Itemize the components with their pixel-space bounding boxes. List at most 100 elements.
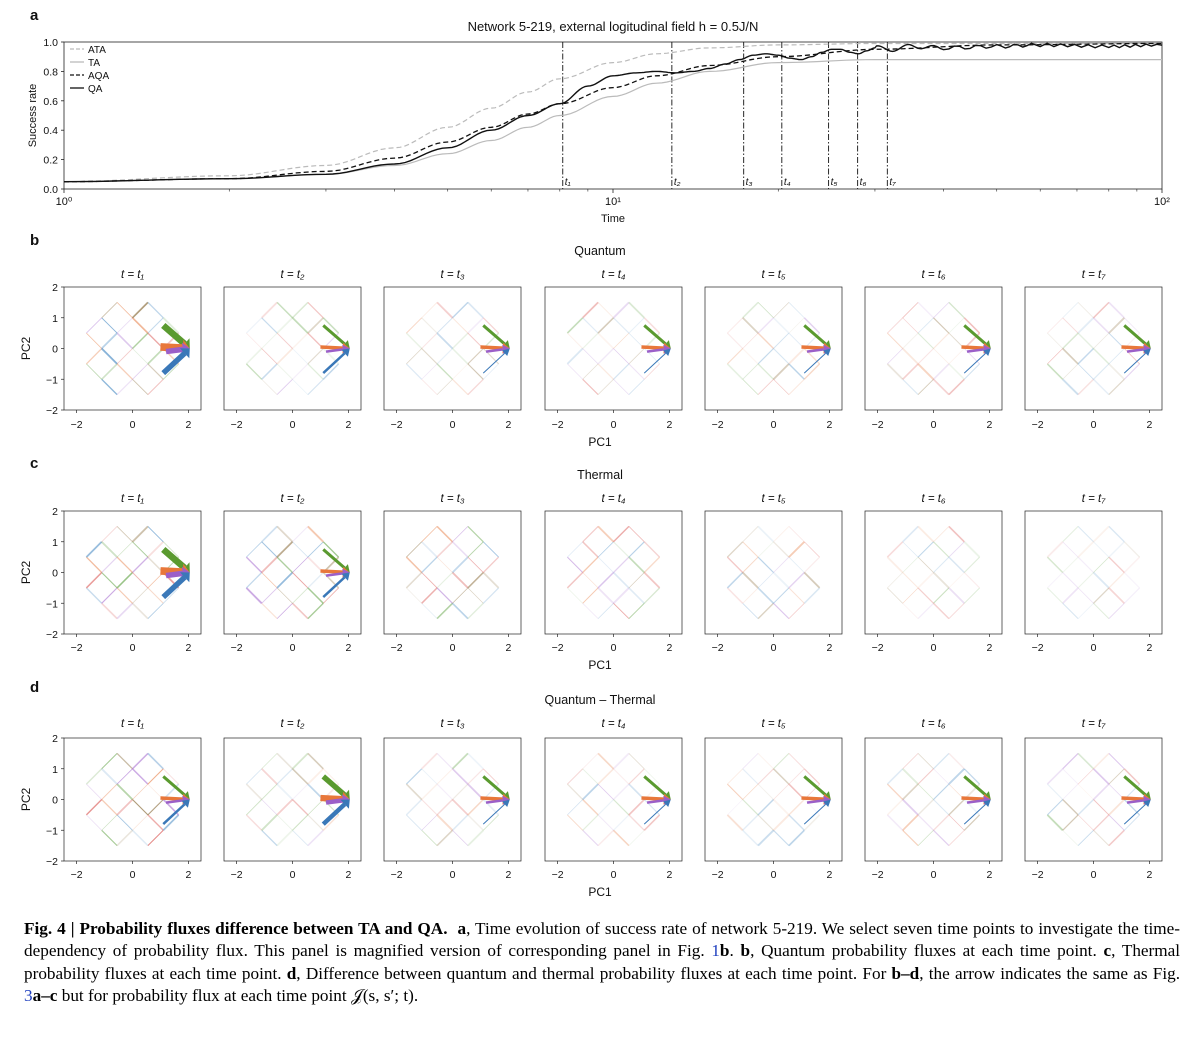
flux-edge	[1093, 799, 1110, 816]
caption-ref-3[interactable]: 3	[24, 986, 33, 1006]
flux-edge	[101, 799, 118, 816]
flux-edge	[917, 602, 934, 620]
flux-edge	[132, 363, 149, 380]
flux-edge	[597, 799, 614, 816]
flux-edge	[292, 572, 309, 589]
series-line-qa	[63, 42, 1163, 183]
flux-edge	[788, 378, 805, 395]
flux-edge	[887, 587, 903, 604]
time-marker-label: t₄	[784, 177, 791, 188]
flux-subplot-b-5: t = t₅ −2 0 2	[704, 269, 843, 431]
subplot-xtick-label: 2	[826, 419, 832, 431]
flux-edge	[788, 814, 805, 831]
flux-arrow	[480, 796, 503, 801]
flux-edge	[757, 783, 774, 800]
flux-edge	[902, 332, 919, 349]
subplot-title: t = t₅	[761, 718, 785, 730]
flux-edge	[788, 556, 805, 573]
flux-edge	[582, 378, 599, 396]
flux-edge	[1108, 587, 1125, 604]
flux-edge	[421, 302, 438, 319]
flux-edge	[322, 768, 339, 785]
figure-caption: Fig. 4 | Probability fluxes difference b…	[24, 919, 1181, 1006]
flux-edge	[467, 602, 484, 620]
flux-edge	[436, 752, 453, 770]
flux-edge	[566, 317, 584, 334]
flux-edge	[307, 541, 324, 558]
flux-edge	[451, 768, 469, 785]
flux-edge	[628, 602, 645, 619]
subplot-xtick-label: 2	[505, 419, 511, 431]
flux-edge	[452, 587, 469, 604]
flux-edge	[582, 348, 599, 365]
flux-edge	[101, 302, 118, 319]
caption-ref-1[interactable]: 1	[711, 941, 720, 961]
flux-edge	[726, 363, 744, 380]
flux-edge	[307, 752, 324, 770]
flux-edge	[421, 348, 438, 365]
flux-edge	[246, 332, 262, 349]
subplot-title: t = t₅	[761, 493, 785, 505]
panel-a-ytick-label: 0.2	[43, 155, 58, 167]
subplot-xtick-label: −2	[1032, 419, 1044, 431]
flux-edge	[887, 572, 903, 589]
flux-edge	[1062, 587, 1079, 604]
panel-a-ytick-label: 0.4	[43, 125, 58, 137]
legend-label-ta: TA	[88, 58, 100, 69]
flux-arrow	[482, 803, 506, 825]
flux-edge	[261, 541, 278, 558]
flux-edge	[307, 587, 324, 604]
panel-a-frame	[63, 41, 1163, 190]
flux-edge	[147, 363, 164, 380]
flux-edge	[421, 541, 438, 558]
flux-edge	[628, 587, 645, 604]
flux-edge	[742, 783, 759, 800]
caption-d-text: Difference between quantum and thermal p…	[305, 963, 892, 983]
flux-edge	[803, 814, 821, 831]
flux-edge	[597, 556, 614, 573]
flux-edge	[1123, 814, 1140, 831]
flux-edge	[406, 541, 422, 558]
flux-edge	[917, 753, 934, 770]
subplot-title: t = t₇	[1082, 718, 1106, 730]
flux-edge	[85, 556, 103, 573]
flux-edge	[467, 363, 484, 380]
subplot-xtick-label: 0	[450, 869, 456, 881]
flux-edge	[788, 347, 805, 365]
flux-edge	[482, 541, 499, 558]
flux-edge	[162, 768, 179, 785]
flux-edge	[567, 363, 583, 380]
flux-edge	[726, 541, 744, 558]
flux-arrow	[325, 798, 344, 805]
flux-edge	[902, 363, 919, 380]
flux-edge	[613, 799, 630, 816]
flux-edge	[322, 363, 340, 380]
flux-edge	[307, 829, 324, 847]
flux-edge	[1093, 363, 1110, 380]
flux-arrow	[161, 351, 187, 376]
flux-edge	[963, 572, 980, 589]
flux-subplot-c-7: t = t₇ −2 0 2	[1024, 493, 1163, 654]
flux-edge	[421, 603, 438, 619]
flux-edge	[1077, 556, 1094, 573]
caption-ref-b: b	[719, 941, 730, 961]
flux-edge	[245, 572, 263, 589]
flux-arrow	[322, 576, 346, 599]
flux-edge	[567, 799, 583, 816]
flux-edge	[886, 363, 904, 380]
subplot-xtick-label: 2	[1146, 642, 1152, 654]
flux-edge	[773, 541, 790, 558]
panel-a-ytick-label: 0.0	[43, 184, 58, 196]
flux-edge	[322, 541, 340, 558]
flux-edge	[597, 752, 615, 770]
flux-edge	[1092, 347, 1110, 365]
flux-edge	[788, 541, 805, 558]
flux-edge	[613, 602, 630, 619]
flux-edge	[757, 814, 774, 831]
legend-label-qa: QA	[88, 84, 103, 95]
flux-edge	[788, 587, 805, 604]
flux-edge	[451, 556, 469, 574]
flux-edge	[86, 317, 102, 334]
flux-edge	[597, 525, 615, 543]
flux-arrow	[643, 803, 667, 825]
